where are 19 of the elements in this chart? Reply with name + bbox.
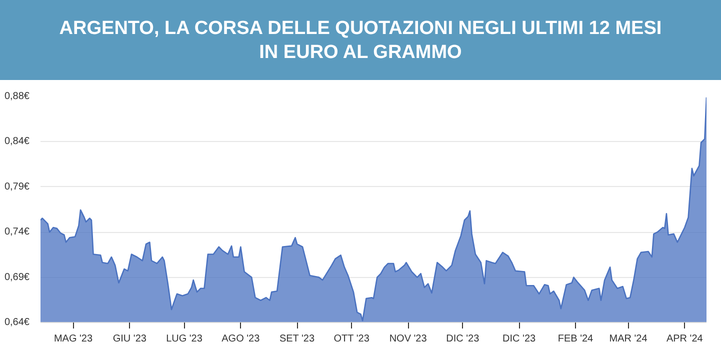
y-tick-label: 0,69€: [4, 272, 30, 283]
y-tick-label: 0,88€: [4, 91, 30, 102]
x-tick-label: MAG '23: [54, 334, 93, 344]
x-tick-label: SET '23: [279, 334, 315, 344]
y-tick-label: 0,74€: [4, 226, 30, 238]
y-tick-label: 0,64€: [4, 317, 30, 328]
y-tick-label: 0,79€: [4, 181, 30, 192]
x-tick-label: GIU '23: [112, 334, 147, 344]
x-tick-label: NOV '23: [389, 334, 428, 344]
chart-title: ARGENTO, LA CORSA DELLE QUOTAZIONI NEGLI ULTIMI 12 MESI IN EURO AL GRAMMO: [59, 17, 662, 65]
x-tick-label: OTT '23: [334, 334, 370, 344]
x-tick-label: MAR '24: [609, 334, 648, 344]
x-tick-label: FEB '24: [558, 334, 594, 344]
y-tick-label: 0,84€: [4, 136, 30, 148]
x-tick-label: LUG '23: [166, 334, 203, 344]
x-tick-label: APR '24: [666, 334, 704, 344]
x-tick-label: AGO '23: [222, 334, 260, 344]
x-tick-label: DIC '23: [446, 334, 480, 344]
x-tick-label: DIC '23: [502, 334, 536, 344]
